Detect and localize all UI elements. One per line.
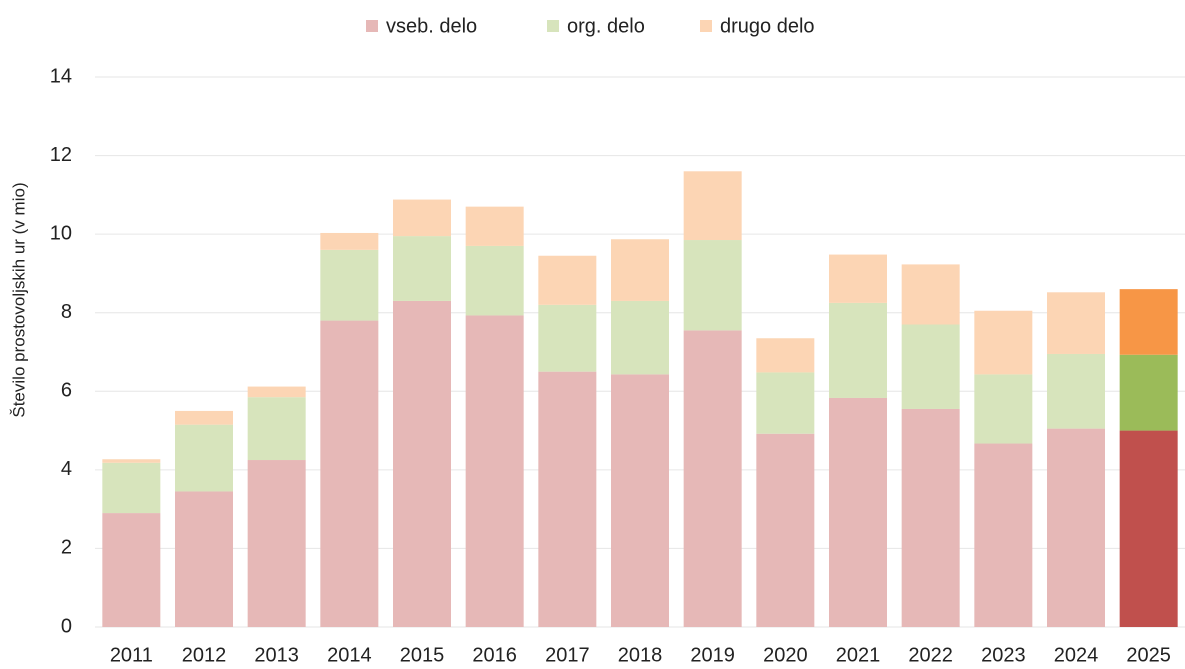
- bar-segment: [247, 397, 306, 461]
- bar-segment: [756, 338, 815, 373]
- x-tick-label: 2022: [908, 644, 953, 666]
- bar-segment: [393, 300, 451, 627]
- x-tick-label: 2014: [327, 644, 372, 666]
- bar-segment: [1119, 289, 1178, 355]
- bar-segment: [683, 330, 742, 627]
- bar-segment: [320, 232, 379, 250]
- bar-segment: [611, 374, 669, 627]
- bar-segment: [538, 371, 597, 627]
- bar-segment: [1119, 354, 1178, 431]
- bar-segment: [320, 249, 379, 321]
- bar-segment: [683, 171, 742, 241]
- x-tick-label: 2013: [254, 644, 299, 666]
- bar-segment: [901, 264, 960, 325]
- bar-segment: [247, 386, 306, 398]
- bar-segment: [393, 199, 451, 237]
- legend-swatch: [700, 20, 712, 32]
- y-tick-label: 14: [50, 65, 72, 87]
- y-tick-label: 8: [61, 301, 72, 323]
- y-tick-label: 10: [50, 222, 72, 244]
- bar-segment: [683, 240, 742, 331]
- bar-segment: [102, 459, 161, 463]
- x-tick-label: 2023: [981, 644, 1026, 666]
- x-tick-label: 2012: [182, 644, 227, 666]
- bar-segment: [465, 245, 524, 316]
- bar-segment: [1047, 353, 1105, 429]
- y-tick-label: 4: [61, 458, 72, 480]
- bar-segment: [829, 302, 887, 398]
- bar-segment: [393, 236, 451, 301]
- bar-segment: [974, 310, 1033, 375]
- bar-segment: [901, 324, 960, 409]
- y-axis-label: Število prostovoljskih ur (v mio): [9, 182, 28, 417]
- bar-segment: [175, 491, 233, 627]
- x-tick-label: 2020: [763, 644, 808, 666]
- bar-segment: [247, 460, 306, 627]
- legend-label: vseb. delo: [386, 15, 477, 37]
- bar-segment: [1047, 428, 1105, 627]
- bar-segment: [1047, 292, 1105, 354]
- legend-swatch: [366, 20, 378, 32]
- bar-segment: [538, 304, 597, 372]
- bar-segment: [756, 433, 815, 627]
- bar-segment: [974, 374, 1033, 444]
- bar-segment: [538, 255, 597, 305]
- x-tick-label: 2019: [690, 644, 735, 666]
- y-tick-label: 12: [50, 144, 72, 166]
- bar-segment: [175, 424, 233, 492]
- bar-segment: [465, 315, 524, 627]
- legend-label: org. delo: [567, 15, 645, 37]
- x-tick-label: 2025: [1126, 644, 1171, 666]
- bar-segment: [102, 513, 161, 627]
- x-tick-label: 2016: [472, 644, 517, 666]
- bar-segment: [829, 397, 887, 627]
- x-tick-label: 2015: [400, 644, 445, 666]
- x-tick-label: 2024: [1054, 644, 1099, 666]
- bar-segment: [756, 372, 815, 434]
- bar-segment: [611, 300, 669, 375]
- x-tick-label: 2017: [545, 644, 590, 666]
- bar-segment: [102, 462, 161, 514]
- x-tick-label: 2011: [110, 644, 153, 666]
- y-tick-label: 6: [61, 380, 72, 402]
- bar-segment: [465, 206, 524, 246]
- bar-segment: [829, 254, 887, 303]
- bar-segment: [611, 239, 669, 301]
- y-tick-label: 0: [61, 615, 72, 637]
- legend-swatch: [547, 20, 559, 32]
- bar-segment: [974, 443, 1033, 627]
- bar-segment: [901, 408, 960, 627]
- y-tick-label: 2: [61, 537, 72, 559]
- x-tick-label: 2021: [836, 644, 881, 666]
- bar-segment: [320, 320, 379, 627]
- x-tick-label: 2018: [618, 644, 663, 666]
- legend-label: drugo delo: [720, 15, 815, 37]
- bar-segment: [1119, 430, 1178, 627]
- bar-segment: [175, 410, 233, 425]
